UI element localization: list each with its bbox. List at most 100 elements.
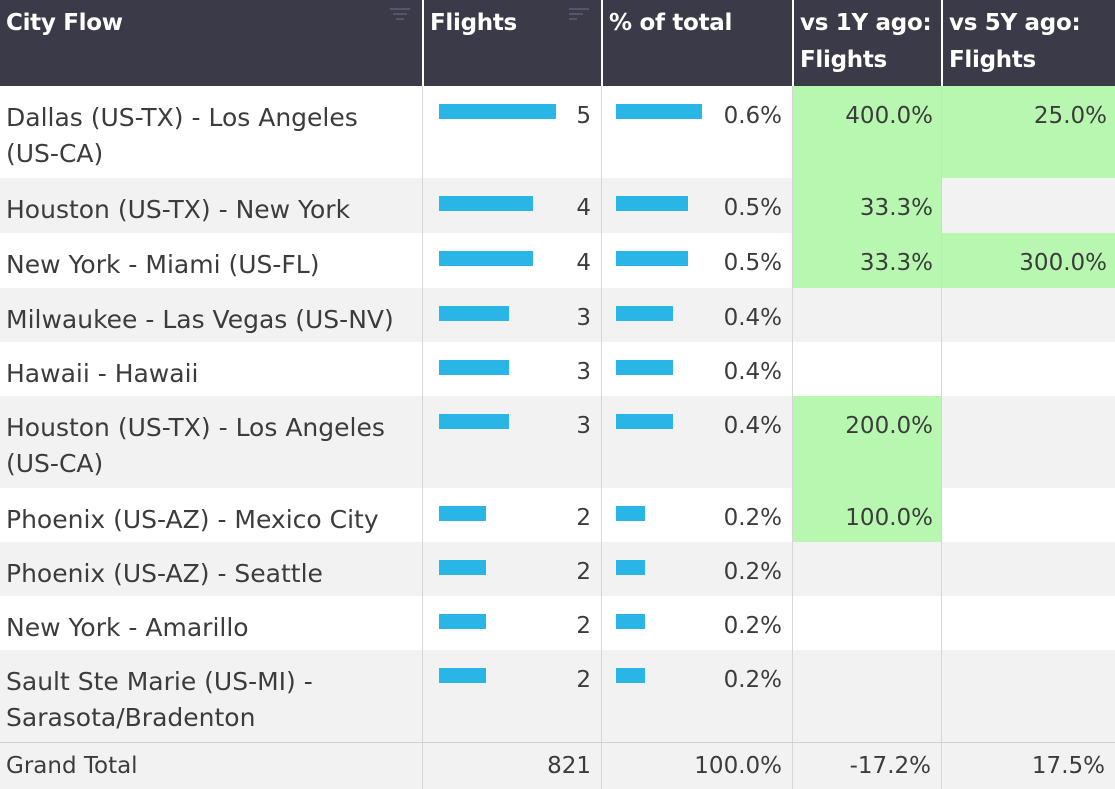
city-flow-label: New York - Miami (US-FL) bbox=[6, 250, 320, 279]
percent-value: 0.2% bbox=[723, 667, 782, 693]
vs-5y-cell bbox=[941, 596, 1115, 650]
flights-bar bbox=[439, 196, 533, 211]
column-header-vs-5y[interactable]: vs 5Y ago: Flights bbox=[941, 0, 1115, 86]
flights-value: 2 bbox=[576, 613, 591, 639]
percent-of-total-cell: 0.4% bbox=[601, 342, 792, 396]
sort-descending-icon[interactable] bbox=[569, 8, 589, 24]
percent-value: 0.6% bbox=[723, 103, 782, 129]
percent-value: 0.5% bbox=[723, 250, 782, 276]
percent-of-total-cell: 0.5% bbox=[601, 233, 792, 288]
vs-5y-cell bbox=[941, 542, 1115, 596]
flights-value: 4 bbox=[576, 250, 591, 276]
city-flow-label: Phoenix (US-AZ) - Seattle bbox=[6, 559, 323, 588]
city-flow-cell[interactable]: New York - Miami (US-FL) bbox=[0, 233, 422, 288]
column-header-label: vs 1Y ago: Flights bbox=[800, 10, 932, 73]
city-flow-cell[interactable]: Phoenix (US-AZ) - Mexico City bbox=[0, 488, 422, 542]
vs-1y-cell: 400.0% bbox=[792, 86, 941, 178]
vs-1y-cell bbox=[792, 542, 941, 596]
percent-bar bbox=[616, 196, 688, 211]
city-flow-label: Phoenix (US-AZ) - Mexico City bbox=[6, 505, 379, 534]
percent-bar bbox=[616, 560, 645, 575]
column-header-city-flow[interactable]: City Flow bbox=[0, 0, 422, 86]
grand-total-flights: 821 bbox=[422, 742, 601, 789]
flights-cell: 3 bbox=[422, 342, 601, 396]
vs-1y-cell: 200.0% bbox=[792, 396, 941, 488]
flights-value: 2 bbox=[576, 559, 591, 585]
vs-1y-cell: 33.3% bbox=[792, 178, 941, 233]
percent-bar bbox=[616, 104, 702, 119]
flights-value: 5 bbox=[576, 103, 591, 129]
flights-cell: 3 bbox=[422, 396, 601, 488]
flights-cell: 4 bbox=[422, 178, 601, 233]
grand-total-vs-5y: 17.5% bbox=[941, 742, 1115, 789]
percent-bar bbox=[616, 414, 673, 429]
column-header-label: vs 5Y ago: Flights bbox=[949, 10, 1081, 73]
flights-bar bbox=[439, 560, 486, 575]
percent-value: 0.4% bbox=[723, 413, 782, 439]
flights-cell: 2 bbox=[422, 650, 601, 742]
flights-value: 2 bbox=[576, 667, 591, 693]
city-flow-cell[interactable]: Phoenix (US-AZ) - Seattle bbox=[0, 542, 422, 596]
flights-cell: 2 bbox=[422, 542, 601, 596]
city-flow-label: Dallas (US-TX) - Los Angeles (US-CA) bbox=[6, 103, 358, 168]
flights-bar bbox=[439, 668, 486, 683]
flights-bar bbox=[439, 414, 509, 429]
column-header-vs-1y[interactable]: vs 1Y ago: Flights bbox=[792, 0, 941, 86]
city-flow-cell[interactable]: Hawaii - Hawaii bbox=[0, 342, 422, 396]
vs-5y-cell bbox=[941, 488, 1115, 542]
flights-bar bbox=[439, 506, 486, 521]
city-flow-label: Milwaukee - Las Vegas (US-NV) bbox=[6, 305, 394, 334]
percent-of-total-cell: 0.5% bbox=[601, 178, 792, 233]
percent-of-total-cell: 0.2% bbox=[601, 596, 792, 650]
percent-bar bbox=[616, 614, 645, 629]
column-header-label: City Flow bbox=[6, 10, 123, 36]
city-flow-cell[interactable]: Houston (US-TX) - New York bbox=[0, 178, 422, 233]
percent-value: 0.2% bbox=[723, 613, 782, 639]
percent-of-total-cell: 0.2% bbox=[601, 542, 792, 596]
city-flow-cell[interactable]: Sault Ste Marie (US-MI) - Sarasota/Brade… bbox=[0, 650, 422, 742]
percent-bar bbox=[616, 506, 645, 521]
grand-total-percent: 100.0% bbox=[601, 742, 792, 789]
flights-cell: 3 bbox=[422, 288, 601, 342]
flights-bar bbox=[439, 360, 509, 375]
city-flow-cell[interactable]: Milwaukee - Las Vegas (US-NV) bbox=[0, 288, 422, 342]
city-flow-label: Sault Ste Marie (US-MI) - Sarasota/Brade… bbox=[6, 667, 313, 732]
filter-icon[interactable] bbox=[390, 8, 410, 24]
flights-cell: 2 bbox=[422, 488, 601, 542]
percent-bar bbox=[616, 360, 673, 375]
percent-value: 0.2% bbox=[723, 559, 782, 585]
vs-1y-cell bbox=[792, 596, 941, 650]
column-header-label: Flights bbox=[430, 10, 517, 36]
column-header-label: % of total bbox=[609, 10, 733, 36]
percent-bar bbox=[616, 251, 688, 266]
flights-bar bbox=[439, 104, 556, 119]
city-flow-cell[interactable]: New York - Amarillo bbox=[0, 596, 422, 650]
city-flow-label: Houston (US-TX) - New York bbox=[6, 195, 351, 224]
percent-value: 0.2% bbox=[723, 505, 782, 531]
flights-cell: 5 bbox=[422, 86, 601, 178]
column-header-percent-of-total[interactable]: % of total bbox=[601, 0, 792, 86]
percent-of-total-cell: 0.6% bbox=[601, 86, 792, 178]
percent-of-total-cell: 0.4% bbox=[601, 288, 792, 342]
percent-of-total-cell: 0.2% bbox=[601, 650, 792, 742]
flights-bar bbox=[439, 251, 533, 266]
city-flow-label: New York - Amarillo bbox=[6, 613, 249, 642]
flights-value: 4 bbox=[576, 195, 591, 221]
percent-of-total-cell: 0.4% bbox=[601, 396, 792, 488]
flights-bar bbox=[439, 614, 486, 629]
flights-bar bbox=[439, 306, 509, 321]
flights-value: 3 bbox=[576, 359, 591, 385]
city-flow-cell[interactable]: Dallas (US-TX) - Los Angeles (US-CA) bbox=[0, 86, 422, 178]
city-flow-cell[interactable]: Houston (US-TX) - Los Angeles (US-CA) bbox=[0, 396, 422, 488]
vs-5y-cell bbox=[941, 288, 1115, 342]
city-flow-label: Houston (US-TX) - Los Angeles (US-CA) bbox=[6, 413, 385, 478]
flights-value: 2 bbox=[576, 505, 591, 531]
flights-value: 3 bbox=[576, 413, 591, 439]
column-header-flights[interactable]: Flights bbox=[422, 0, 601, 86]
grand-total-vs-1y: -17.2% bbox=[792, 742, 941, 789]
vs-1y-cell bbox=[792, 342, 941, 396]
vs-1y-cell: 100.0% bbox=[792, 488, 941, 542]
percent-value: 0.4% bbox=[723, 359, 782, 385]
city-flow-label: Hawaii - Hawaii bbox=[6, 359, 199, 388]
